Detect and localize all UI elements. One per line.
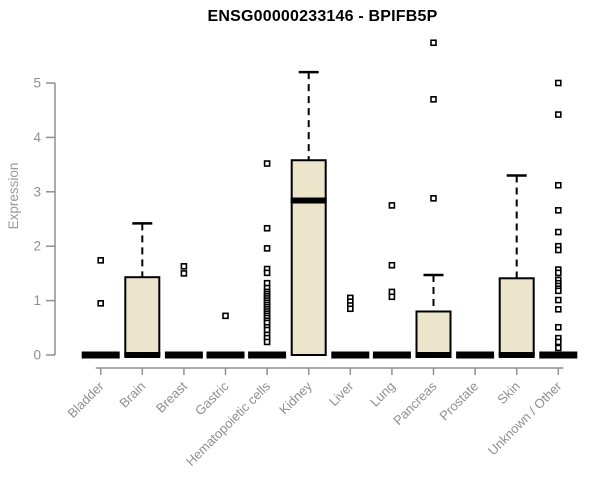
x-tick-label-prostate: Prostate xyxy=(436,379,481,424)
y-tick-label: 4 xyxy=(33,130,41,145)
outlier-point-unknown-other xyxy=(554,206,562,214)
outlier-point-unknown-other xyxy=(554,296,562,304)
outlier-point-liver xyxy=(346,305,354,313)
outlier-point-unknown-other xyxy=(554,246,562,254)
outlier-point-hematopoietic-cells xyxy=(263,245,271,252)
outlier-point-gastric xyxy=(222,312,229,320)
outlier-point-unknown-other xyxy=(554,111,562,118)
x-tick-label-bladder: Bladder xyxy=(65,378,108,421)
outlier-point-unknown-other xyxy=(554,306,562,313)
x-tick-label-unknown-other: Unknown / Other xyxy=(485,378,565,458)
box-skin xyxy=(498,277,535,356)
outlier-point-bladder xyxy=(97,257,104,264)
flat-box-breast xyxy=(164,351,203,359)
box-kidney xyxy=(290,159,327,356)
x-tick-label-breast: Breast xyxy=(153,378,190,415)
outlier-point-breast xyxy=(180,270,188,277)
outlier-point-hematopoietic-cells xyxy=(263,338,271,346)
outlier-point-lung xyxy=(388,202,396,209)
outlier-point-unknown-other xyxy=(554,287,562,295)
outlier-point-unknown-other xyxy=(554,228,562,236)
outlier-point-lung xyxy=(388,293,396,301)
outlier-point-unknown-other xyxy=(554,269,562,277)
chart-title: ENSG00000233146 - BPIFB5P xyxy=(207,8,438,25)
flat-box-bladder xyxy=(81,351,120,359)
outlier-point-hematopoietic-cells xyxy=(263,269,271,277)
outlier-point-breast xyxy=(180,263,188,270)
flat-box-lung xyxy=(372,351,411,359)
median-line-pancreas xyxy=(415,352,452,358)
x-tick-label-lung: Lung xyxy=(367,379,398,410)
outlier-point-lung xyxy=(388,261,396,269)
outlier-point-pancreas xyxy=(430,39,437,47)
outlier-point-unknown-other xyxy=(554,338,562,346)
x-tick-label-pancreas: Pancreas xyxy=(390,378,440,428)
box-pancreas xyxy=(415,310,452,357)
x-tick-label-gastric: Gastric xyxy=(192,378,232,418)
outlier-point-bladder xyxy=(97,300,104,307)
outlier-point-unknown-other xyxy=(554,79,562,87)
x-tick-label-liver: Liver xyxy=(326,378,357,409)
flat-box-prostate xyxy=(456,351,495,359)
y-tick-label: 2 xyxy=(33,239,41,254)
outlier-point-unknown-other xyxy=(554,181,562,189)
x-tick-label-skin: Skin xyxy=(494,379,522,407)
x-tick-label-kidney: Kidney xyxy=(276,378,315,417)
y-tick-label: 3 xyxy=(33,184,41,199)
y-tick-label: 0 xyxy=(33,348,41,363)
median-line-skin xyxy=(498,352,535,358)
outlier-point-hematopoietic-cells xyxy=(263,224,271,232)
flat-box-liver xyxy=(331,351,370,359)
y-tick-label: 5 xyxy=(33,76,41,91)
flat-box-hematopoietic-cells xyxy=(248,351,287,359)
median-line-brain xyxy=(124,352,161,358)
outlier-point-pancreas xyxy=(430,195,437,202)
x-tick-label-brain: Brain xyxy=(116,379,148,411)
outlier-point-unknown-other xyxy=(554,323,562,331)
outlier-point-hematopoietic-cells xyxy=(263,160,271,167)
flat-box-unknown-other xyxy=(539,351,578,359)
y-tick-label: 1 xyxy=(33,293,41,308)
outlier-point-unknown-other xyxy=(554,344,562,352)
flat-box-gastric xyxy=(206,351,245,359)
median-line-kidney xyxy=(290,197,327,204)
outlier-point-pancreas xyxy=(430,96,437,103)
box-brain xyxy=(124,276,161,357)
